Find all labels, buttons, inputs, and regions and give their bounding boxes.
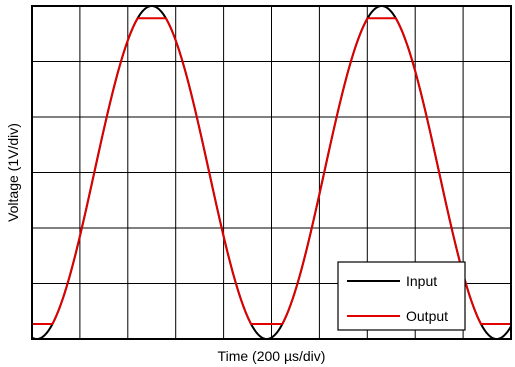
legend: Input Output	[337, 261, 466, 331]
series-layer	[31, 5, 512, 340]
series-line-output	[31, 17, 512, 326]
legend-box	[337, 261, 466, 331]
legend-label-output: Output	[406, 308, 448, 324]
grid	[32, 6, 511, 339]
y-axis-label: Voltage (1V/div)	[5, 123, 21, 222]
plot-frame	[31, 5, 512, 340]
legend-label-input: Input	[406, 273, 437, 289]
x-axis-label: Time (200 µs/div)	[218, 348, 326, 364]
